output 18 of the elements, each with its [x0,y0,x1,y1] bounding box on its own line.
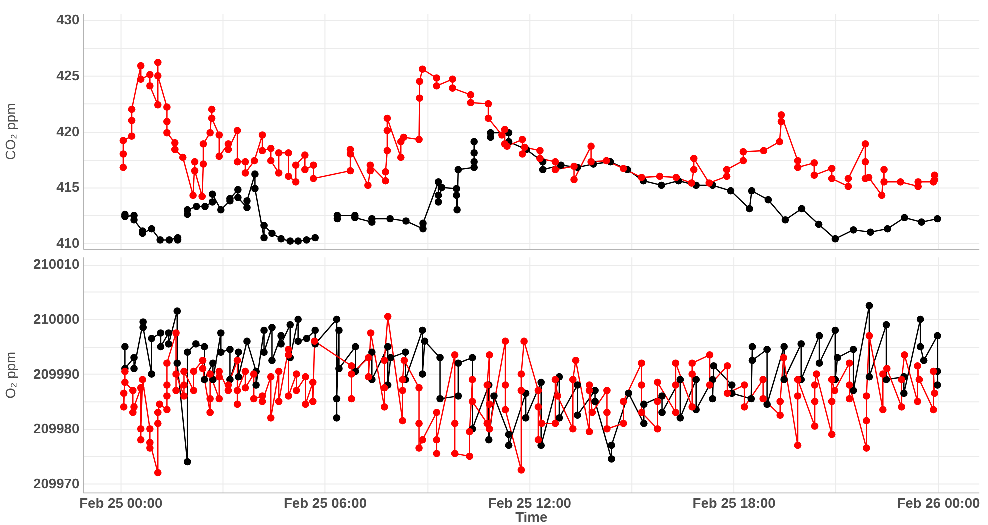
y-tick-label: 415 [56,179,80,196]
x-tick-label: Feb 25 00:00 [80,495,163,512]
y-axis-title: O₂ ppm [2,352,18,399]
y-tick-label: 210000 [33,310,80,327]
x-axis-title: Time [516,508,548,525]
y-tick-label: 210010 [33,256,80,272]
y-tick-label: 420 [56,123,80,140]
x-tick-label: Feb 26 00:00 [897,495,981,512]
x-tick-label: Feb 25 12:00 [488,495,572,512]
y-tick-label: 209980 [33,420,80,437]
y-tick-label: 425 [56,68,80,84]
x-tick-label: Feb 25 06:00 [284,495,368,512]
y-tick-label: 410 [56,235,80,252]
y-axis-title: CO₂ ppm [2,103,18,160]
x-tick-label: Feb 25 18:00 [692,495,776,512]
y-tick-label: 430 [56,12,80,28]
y-tick-label: 209990 [33,366,80,382]
y-tick-label: 209970 [33,475,80,492]
